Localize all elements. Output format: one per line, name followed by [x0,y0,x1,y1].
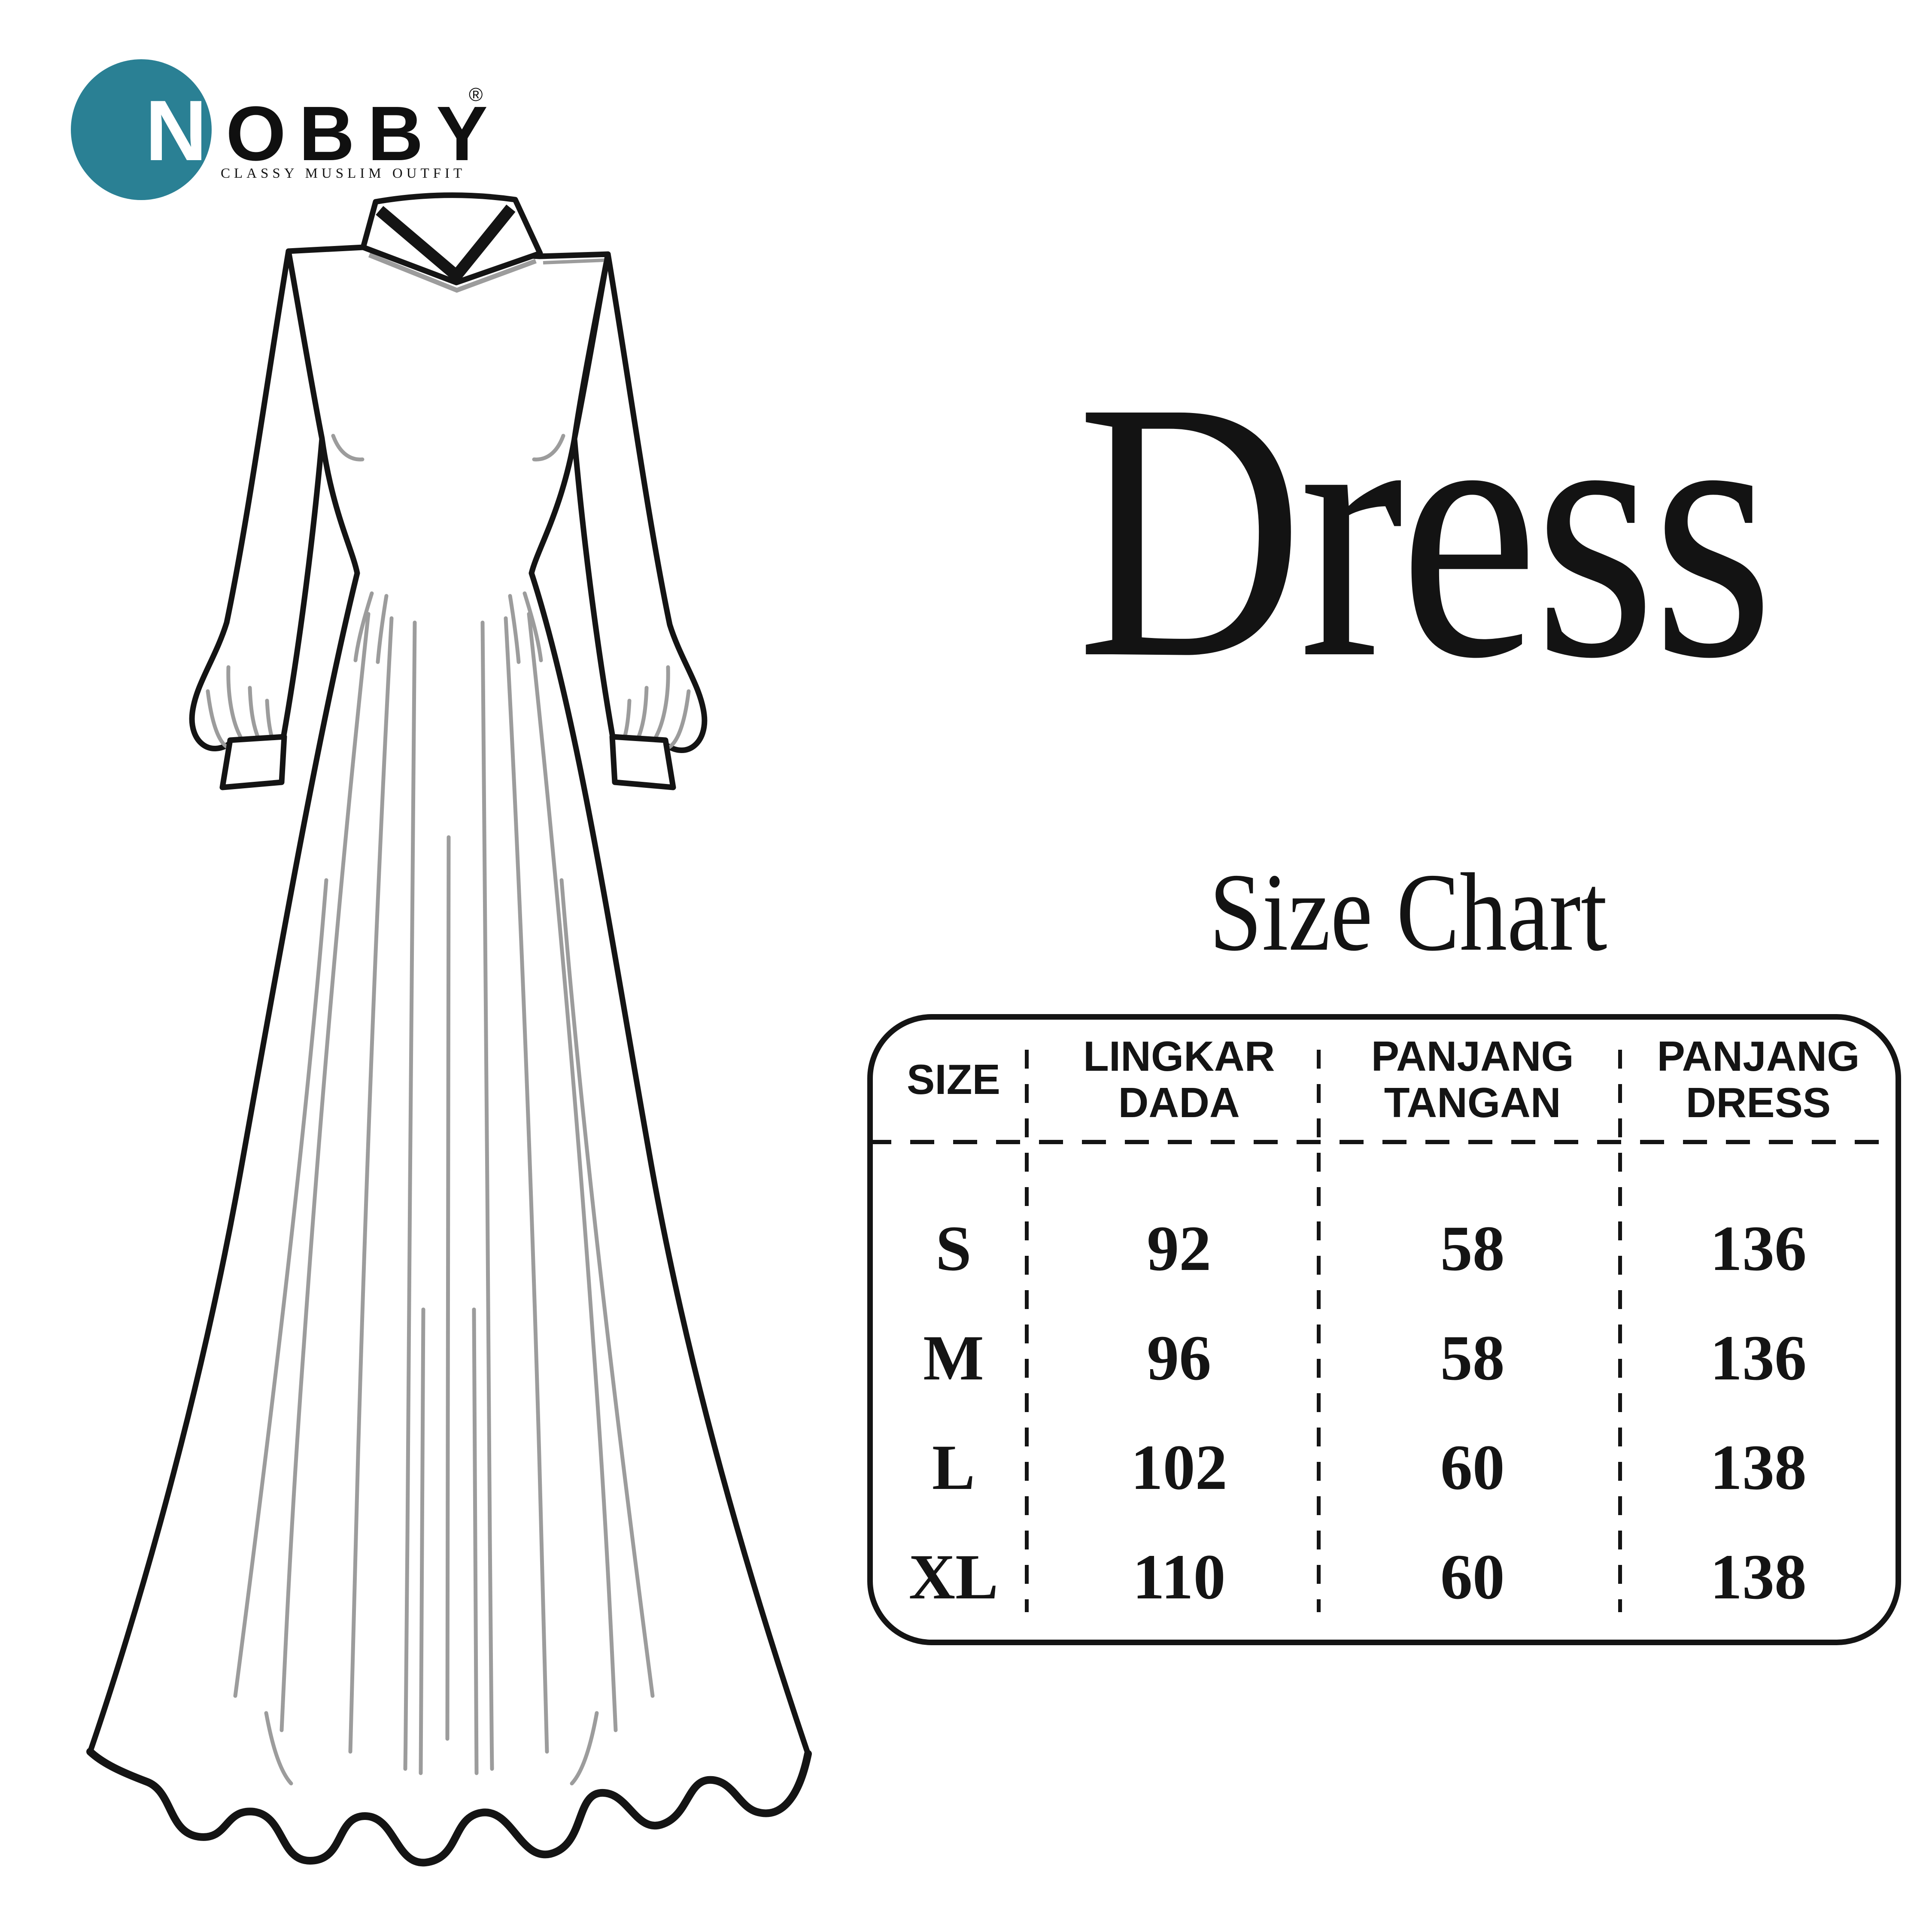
value-cell: 102 [1130,1431,1227,1503]
collar-shadow-line [368,252,537,293]
size-cell: S [936,1212,972,1284]
brand-name: OBBY [226,91,501,177]
column-header-size: SIZE [907,1056,1000,1103]
value-cell: 96 [1147,1322,1212,1394]
size-chart-heading: Size Chart [1209,851,1607,974]
column-header-panjang-dress: PANJANG DRESS [1657,1033,1860,1126]
column-divider [1025,1050,1029,1612]
column-header-lingkar-dada: LINGKAR DADA [1083,1033,1275,1126]
size-cell: M [923,1322,984,1394]
table-row: M 96 58 136 [873,1303,1896,1413]
table-row: XL 110 60 138 [873,1522,1896,1631]
value-cell: 60 [1440,1431,1505,1503]
value-cell: 92 [1147,1212,1212,1284]
fold-shading-lines [233,434,655,1786]
brand-initial: N [145,83,207,179]
collar-v-trim [376,204,516,282]
table-header-row: SIZE LINGKAR DADA PANJANG TANGAN PANJANG… [873,1020,1896,1140]
column-header-panjang-tangan: PANJANG TANGAN [1371,1033,1574,1126]
logo-circle-icon [71,59,212,200]
column-divider [1317,1050,1321,1612]
column-divider [1618,1050,1622,1612]
size-cell: L [932,1431,975,1503]
value-cell: 110 [1132,1541,1226,1613]
table-row: L 102 60 138 [873,1413,1896,1522]
table-row: S 92 58 136 [873,1194,1896,1303]
value-cell: 58 [1440,1212,1505,1284]
header-divider [867,1140,1901,1144]
value-cell: 138 [1710,1431,1807,1503]
collar [360,192,543,286]
size-cell: XL [908,1541,999,1613]
value-cell: 138 [1710,1541,1807,1613]
shoulder-shadow-line [543,258,606,264]
registered-trademark-icon: ® [469,84,483,105]
size-chart-table: SIZE LINGKAR DADA PANJANG TANGAN PANJANG… [867,1014,1901,1645]
value-cell: 60 [1440,1541,1505,1613]
value-cell: 136 [1710,1322,1807,1394]
dress-illustration [86,192,812,1867]
left-sleeve [189,248,325,751]
hem-line [86,1748,812,1867]
right-cuff [609,734,676,790]
brand-tagline: CLASSY MUSLIM OUTFIT [221,166,466,181]
value-cell: 58 [1440,1322,1505,1394]
value-cell: 136 [1710,1212,1807,1284]
right-sleeve [571,251,708,753]
page-title: Dress [1077,326,1774,735]
left-cuff [219,734,287,790]
